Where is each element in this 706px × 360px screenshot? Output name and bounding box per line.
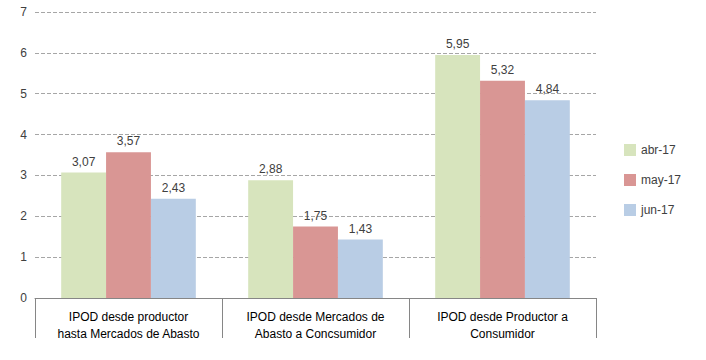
svg-text:4,84: 4,84 — [536, 82, 560, 96]
svg-text:6: 6 — [20, 46, 27, 60]
svg-text:abr-17: abr-17 — [641, 143, 676, 157]
svg-text:3,07: 3,07 — [72, 155, 96, 169]
svg-text:4: 4 — [20, 128, 27, 142]
svg-text:IPOD desde productor: IPOD desde productor — [69, 310, 188, 324]
svg-text:2,88: 2,88 — [259, 162, 283, 176]
svg-text:3,57: 3,57 — [117, 134, 141, 148]
svg-text:5,95: 5,95 — [446, 37, 470, 51]
svg-text:7: 7 — [20, 5, 27, 19]
svg-text:Consumidor: Consumidor — [470, 327, 535, 341]
svg-text:1: 1 — [20, 250, 27, 264]
svg-text:5,32: 5,32 — [491, 63, 515, 77]
svg-text:hasta Mercados de Abasto: hasta Mercados de Abasto — [57, 327, 199, 341]
svg-text:1,75: 1,75 — [304, 209, 328, 223]
svg-text:1,43: 1,43 — [349, 222, 373, 236]
svg-text:2: 2 — [20, 209, 27, 223]
svg-text:IPOD desde Productor a: IPOD desde Productor a — [437, 310, 568, 324]
svg-text:may-17: may-17 — [641, 173, 681, 187]
svg-text:3: 3 — [20, 168, 27, 182]
svg-text:jun-17: jun-17 — [640, 203, 675, 217]
svg-text:0: 0 — [20, 291, 27, 305]
svg-text:2,43: 2,43 — [162, 181, 186, 195]
svg-text:Abasto a Concsumidor: Abasto a Concsumidor — [255, 327, 376, 341]
svg-text:IPOD desde Mercados de: IPOD desde Mercados de — [246, 310, 384, 324]
svg-text:5: 5 — [20, 87, 27, 101]
